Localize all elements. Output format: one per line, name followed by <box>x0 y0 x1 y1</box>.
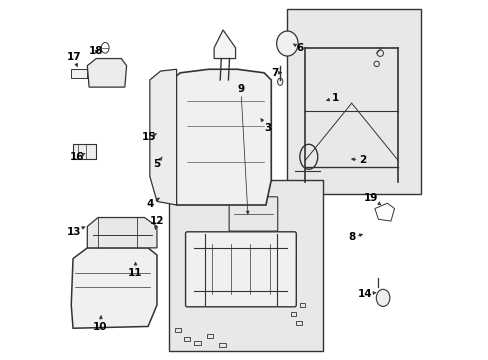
Text: 8: 8 <box>347 232 362 242</box>
Text: 4: 4 <box>146 198 159 209</box>
Bar <box>183 337 190 342</box>
Text: 14: 14 <box>357 289 375 299</box>
Bar <box>175 328 181 332</box>
Text: 10: 10 <box>92 316 107 332</box>
Bar <box>169 180 323 351</box>
Text: 13: 13 <box>66 227 84 237</box>
Text: 7: 7 <box>271 68 281 78</box>
Text: 9: 9 <box>237 84 248 214</box>
Text: 11: 11 <box>128 262 142 278</box>
Ellipse shape <box>276 31 298 56</box>
FancyBboxPatch shape <box>185 232 296 307</box>
Bar <box>219 343 225 347</box>
Bar <box>287 9 421 194</box>
Text: 19: 19 <box>363 193 380 205</box>
Text: 6: 6 <box>293 43 303 53</box>
Bar <box>299 303 305 307</box>
Bar <box>206 334 213 338</box>
Polygon shape <box>71 248 157 328</box>
Text: 17: 17 <box>66 52 81 67</box>
Text: 12: 12 <box>149 216 164 229</box>
Polygon shape <box>171 69 271 205</box>
Polygon shape <box>214 30 235 59</box>
Bar <box>73 144 96 158</box>
Text: 2: 2 <box>351 156 365 165</box>
Text: 15: 15 <box>141 132 156 142</box>
Text: 18: 18 <box>89 46 103 57</box>
Polygon shape <box>87 217 157 248</box>
Polygon shape <box>87 59 126 87</box>
Polygon shape <box>149 69 176 205</box>
Ellipse shape <box>376 289 389 306</box>
Bar <box>290 312 296 316</box>
Text: 5: 5 <box>153 157 162 169</box>
Ellipse shape <box>277 78 283 85</box>
Bar <box>296 321 301 325</box>
FancyBboxPatch shape <box>229 197 277 231</box>
Bar <box>71 69 87 78</box>
Text: 3: 3 <box>261 119 271 133</box>
Bar <box>194 341 201 345</box>
Text: 1: 1 <box>326 93 339 103</box>
Text: 16: 16 <box>70 152 85 162</box>
